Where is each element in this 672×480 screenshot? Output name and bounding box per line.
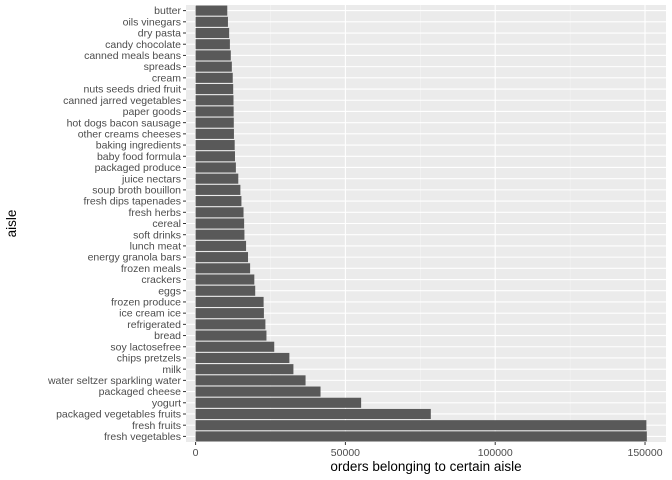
category-label: juice nectars: [121, 173, 181, 185]
bar: [195, 252, 249, 263]
category-label: eggs: [158, 285, 181, 297]
category-label: fresh vegetables: [104, 431, 181, 443]
bar: [195, 386, 321, 397]
category-label: baking ingredients: [96, 140, 181, 152]
x-tick-label: 50000: [331, 447, 360, 459]
category-label: other creams cheeses: [78, 128, 181, 140]
category-label: packaged cheese: [99, 386, 181, 398]
bar: [195, 431, 647, 442]
category-label: cream: [152, 72, 181, 84]
bar: [195, 27, 230, 39]
bar: [195, 375, 306, 386]
bar: [195, 5, 228, 16]
category-label: fresh herbs: [128, 207, 181, 219]
bar: [195, 352, 290, 364]
category-label: bread: [154, 330, 181, 342]
x-tick-label: 0: [193, 447, 199, 459]
bar: [195, 196, 242, 207]
bar: [195, 408, 431, 420]
category-label: fresh dips tapenades: [84, 196, 181, 208]
bar: [195, 296, 264, 307]
category-label: ice cream ice: [119, 308, 181, 320]
x-axis-ticks: 0 50000 100000 150000: [193, 442, 663, 459]
bar: [195, 341, 275, 352]
category-label: cereal: [152, 218, 181, 230]
category-label: canned jarred vegetables: [63, 95, 181, 107]
category-label: fresh fruits: [132, 420, 181, 432]
category-label: dry pasta: [138, 28, 181, 40]
category-label: spreads: [144, 61, 181, 73]
bar: [195, 397, 362, 408]
bar: [195, 184, 241, 195]
bar: [195, 285, 256, 296]
category-label: frozen produce: [111, 297, 181, 309]
bar: [195, 207, 244, 218]
category-label: oils vinegars: [123, 16, 181, 28]
bars: [195, 5, 647, 442]
bar: [195, 330, 267, 341]
bar: [195, 50, 231, 61]
bar: [195, 128, 234, 139]
bar: [195, 218, 245, 229]
category-label: hot dogs bacon sausage: [67, 117, 182, 129]
bar: [195, 61, 232, 72]
bar: [195, 162, 236, 173]
category-label: baby food formula: [97, 151, 181, 163]
category-label: candy chocolate: [105, 39, 181, 51]
category-label: chips pretzels: [117, 353, 181, 365]
category-label: canned meals beans: [84, 50, 181, 62]
category-label: nuts seeds dried fruit: [84, 84, 182, 96]
bar: [195, 364, 294, 375]
x-axis-title: orders belonging to certain aisle: [330, 459, 521, 474]
category-label: frozen meals: [121, 263, 181, 275]
category-label: packaged produce: [95, 162, 182, 174]
bar: [195, 240, 247, 251]
bar: [195, 420, 647, 431]
bar: [195, 95, 234, 106]
category-label: yogurt: [152, 397, 181, 409]
category-label: soup broth bouillon: [92, 184, 181, 196]
category-label: refrigerated: [127, 319, 181, 331]
bar: [195, 229, 245, 240]
bar: [195, 140, 235, 151]
bar: [195, 151, 235, 162]
bar: [195, 72, 233, 83]
y-axis-title: aisle: [4, 210, 19, 238]
bar: [195, 16, 228, 27]
bar: [195, 173, 239, 184]
x-tick-label: 100000: [478, 447, 513, 459]
category-label: milk: [162, 364, 181, 376]
bar: [195, 263, 251, 274]
category-label: soy lactosefree: [110, 341, 181, 353]
bar: [195, 106, 234, 117]
category-label: packaged vegetables fruits: [56, 409, 181, 421]
category-label: crackers: [141, 274, 181, 286]
x-tick-label: 150000: [628, 447, 663, 459]
bar: [195, 117, 234, 128]
grid-lines: [186, 5, 666, 442]
category-label: lunch meat: [130, 241, 181, 253]
bar: [195, 39, 230, 50]
category-label: butter: [154, 5, 181, 17]
category-label: soft drinks: [133, 229, 181, 241]
bar: [195, 319, 266, 330]
category-label: paper goods: [123, 106, 181, 118]
category-label: energy granola bars: [88, 252, 181, 264]
bar: [195, 308, 264, 319]
bar: [195, 274, 255, 285]
bar: [195, 83, 234, 95]
category-label: water seltzer sparkling water: [47, 375, 182, 387]
